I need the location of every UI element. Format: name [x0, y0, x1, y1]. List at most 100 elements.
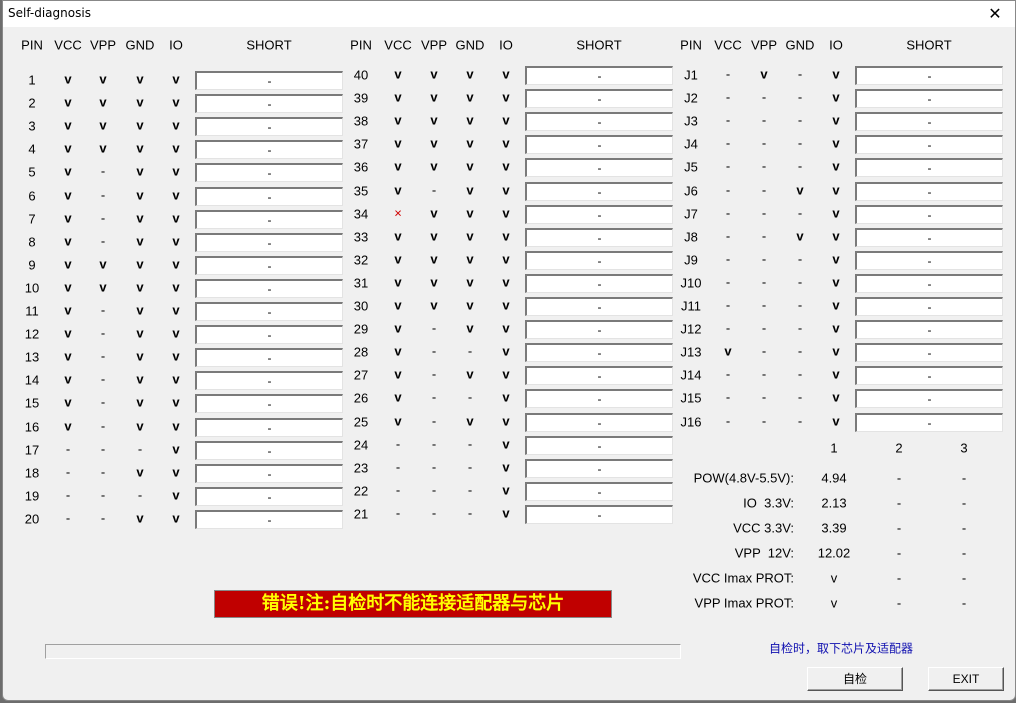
short-field: -	[525, 112, 673, 132]
status-vcc: -	[65, 441, 71, 457]
pin-label: 17	[24, 442, 40, 458]
status-vpp: -	[100, 418, 106, 433]
status-vcc: -	[395, 482, 401, 498]
pin-label: 22	[353, 483, 369, 499]
pin-label: 11	[25, 303, 39, 319]
status-vcc: v	[394, 135, 402, 151]
short-field: -	[525, 366, 673, 386]
self-test-button[interactable]: 自检	[807, 667, 903, 691]
status-vpp: -	[431, 482, 437, 498]
status-gnd: -	[797, 66, 803, 82]
pin-label: J11	[681, 298, 701, 314]
short-field: -	[195, 486, 343, 506]
pin-label: 14	[24, 372, 40, 388]
pin-label: J14	[680, 367, 702, 383]
status-gnd: -	[797, 413, 803, 428]
voltage-label: IO 3.3V:	[743, 495, 794, 511]
status-vpp: -	[431, 343, 437, 359]
status-io: v	[832, 413, 840, 428]
status-vcc: v	[394, 366, 402, 382]
pin-label: 35	[353, 183, 369, 198]
pin-label: 3	[28, 118, 36, 134]
status-vpp: -	[761, 389, 767, 405]
pin-label: 2	[28, 95, 36, 111]
short-field: -	[525, 504, 673, 524]
pin-label: 5	[28, 164, 36, 180]
pin-label: 10	[24, 280, 40, 296]
status-vpp: v	[99, 71, 107, 87]
short-field: -	[195, 209, 343, 229]
header-vpp: VPP	[89, 37, 117, 53]
status-io: v	[502, 505, 510, 521]
status-vcc: -	[725, 320, 731, 336]
status-io: v	[832, 135, 840, 151]
status-vcc: v	[64, 233, 72, 249]
pin-label: 7	[28, 211, 36, 227]
status-io: v	[502, 413, 510, 428]
pin-label: 33	[353, 229, 369, 245]
status-io: v	[832, 274, 840, 290]
status-vpp: v	[430, 89, 438, 105]
status-io: v	[172, 117, 180, 133]
status-gnd: -	[797, 297, 803, 313]
header-short: SHORT	[246, 37, 292, 53]
pin-label: 26	[353, 390, 369, 406]
status-vpp: -	[100, 210, 106, 226]
pin-label: 9	[28, 257, 36, 273]
pin-label: 1	[28, 72, 36, 88]
status-gnd: -	[797, 366, 803, 382]
status-io: v	[172, 233, 180, 249]
status-gnd: v	[136, 187, 144, 202]
status-gnd: v	[466, 366, 474, 382]
voltage-value: -	[896, 570, 902, 586]
status-io: v	[172, 140, 180, 156]
status-vpp: -	[100, 487, 106, 503]
short-field: -	[855, 181, 1003, 201]
status-vcc: -	[725, 205, 731, 221]
voltage-value: -	[961, 470, 967, 486]
column-header: 3	[960, 440, 968, 456]
title-bar: Self-diagnosis ✕	[3, 1, 1015, 27]
pin-label: 32	[353, 252, 369, 268]
status-vcc: v	[394, 251, 402, 267]
status-vpp: -	[100, 441, 106, 457]
exit-button[interactable]: EXIT	[928, 667, 1004, 691]
status-io: v	[832, 89, 840, 105]
status-io: v	[832, 366, 840, 382]
voltage-value: -	[896, 470, 902, 486]
status-gnd: v	[136, 117, 144, 133]
status-vcc: v	[64, 348, 72, 364]
status-io: v	[832, 320, 840, 336]
status-vpp: v	[99, 279, 107, 295]
status-io: v	[172, 163, 180, 179]
status-gnd: -	[797, 389, 803, 405]
status-io: v	[832, 112, 840, 128]
pin-label: J13	[680, 344, 702, 360]
status-io: v	[832, 251, 840, 267]
status-vcc: v	[394, 89, 402, 105]
status-gnd: v	[796, 228, 804, 244]
status-vpp: -	[761, 366, 767, 382]
short-field: -	[195, 94, 343, 114]
short-field: -	[855, 297, 1003, 316]
status-io: v	[172, 348, 180, 364]
status-gnd: -	[797, 135, 803, 151]
status-vpp: v	[430, 112, 438, 128]
status-io: v	[172, 279, 180, 295]
short-field: -	[525, 458, 673, 478]
status-vcc: -	[725, 274, 731, 290]
status-gnd: v	[136, 302, 144, 318]
status-gnd: v	[136, 210, 144, 226]
status-gnd: v	[466, 320, 474, 336]
short-field: -	[855, 66, 1003, 85]
status-io: v	[502, 182, 510, 197]
status-gnd: -	[137, 487, 143, 503]
status-gnd: -	[797, 112, 803, 128]
status-vcc: -	[725, 228, 731, 244]
pin-label: 18	[24, 465, 40, 481]
status-vcc: v	[64, 94, 72, 110]
voltage-label: VPP 12V:	[734, 545, 794, 561]
close-icon[interactable]: ✕	[988, 6, 1002, 23]
short-field: -	[855, 204, 1003, 224]
voltage-label: POW(4.8V-5.5V):	[693, 470, 794, 486]
